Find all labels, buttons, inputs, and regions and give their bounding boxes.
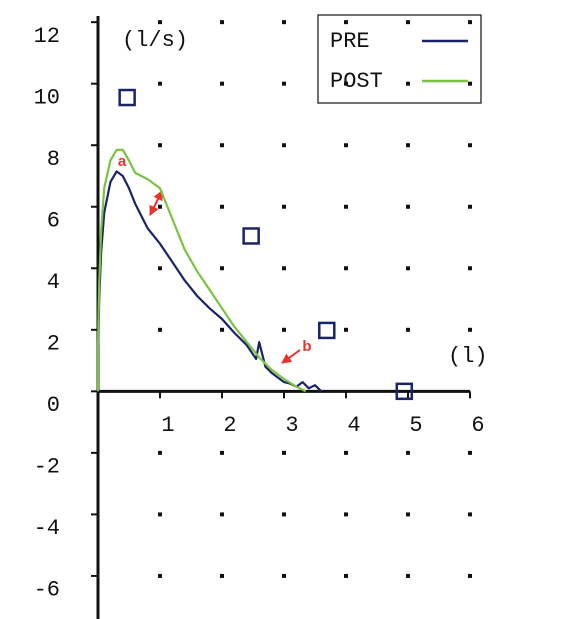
legend: PRE POST <box>317 14 482 104</box>
x-axis-label: (l) <box>448 344 488 369</box>
grid-dot <box>344 450 348 455</box>
grid-dot <box>344 81 348 86</box>
grid-dot <box>468 20 472 25</box>
grid-dot <box>158 450 162 455</box>
x-tick-label: 4 <box>347 413 360 438</box>
y-tick-label: 4 <box>47 270 60 295</box>
grid-dot <box>344 143 348 148</box>
y-axis-label: (l/s) <box>122 28 188 53</box>
grid-dot <box>468 327 472 332</box>
y-tick-label: -6 <box>34 578 60 603</box>
grid-dot <box>468 573 472 578</box>
grid-dot <box>468 512 472 517</box>
y-tick-label: -2 <box>34 455 60 480</box>
grid-dot <box>282 143 286 148</box>
grid-dot <box>158 204 162 209</box>
legend-label: POST <box>330 69 383 94</box>
grid-dot <box>344 327 348 332</box>
y-tick-label: 0 <box>47 393 60 418</box>
x-tick-label: 6 <box>471 413 484 438</box>
grid-dot <box>282 450 286 455</box>
grid-dot <box>406 327 410 332</box>
x-tick-label: 1 <box>161 413 174 438</box>
grid-dot <box>406 81 410 86</box>
x-tick-label: 2 <box>223 413 236 438</box>
grid-dot <box>158 327 162 332</box>
annotation: a <box>118 153 127 170</box>
grid-dot <box>406 266 410 271</box>
grid-dot <box>282 81 286 86</box>
y-tick-label: 2 <box>47 332 60 357</box>
annotation-arrow <box>149 190 163 216</box>
grid-dot <box>406 143 410 148</box>
y-tick-label: 10 <box>34 85 60 110</box>
predicted-marker <box>118 88 136 107</box>
grid-dot <box>220 512 224 517</box>
x-tick-label: 3 <box>285 413 298 438</box>
annotation: b <box>302 338 311 355</box>
grid-dot <box>282 573 286 578</box>
grid-dot <box>220 143 224 148</box>
legend-box <box>317 14 482 104</box>
grid-dot <box>220 20 224 25</box>
grid-dot <box>282 20 286 25</box>
grid-dot <box>282 204 286 209</box>
y-tick-label: 8 <box>47 147 60 172</box>
x-tick-label: 5 <box>409 413 422 438</box>
grid-dot <box>282 327 286 332</box>
grid-dot <box>406 20 410 25</box>
grid-dot <box>344 20 348 25</box>
grid-dot <box>220 573 224 578</box>
series-line <box>96 170 322 393</box>
grid-dot <box>158 20 162 25</box>
grid-dot <box>468 81 472 86</box>
grid-dot <box>220 450 224 455</box>
grid-dot <box>158 573 162 578</box>
grid-dot <box>406 450 410 455</box>
series-line <box>96 148 307 393</box>
grid-dot <box>468 450 472 455</box>
grid-dot <box>468 143 472 148</box>
annotation-arrow <box>281 349 301 364</box>
grid-dot <box>220 327 224 332</box>
grid-dot <box>468 266 472 271</box>
grid-dot <box>344 573 348 578</box>
predicted-marker <box>395 382 414 401</box>
grid-dot <box>158 81 162 86</box>
grid-dot <box>158 266 162 271</box>
grid-dot <box>344 204 348 209</box>
grid-dot <box>406 512 410 517</box>
grid-dot <box>158 512 162 517</box>
grid-dot <box>158 143 162 148</box>
y-tick-label: 6 <box>47 209 60 234</box>
grid-dot <box>220 204 224 209</box>
grid-dot <box>406 204 410 209</box>
grid-dot <box>468 204 472 209</box>
grid-dot <box>406 573 410 578</box>
grid-dot <box>344 266 348 271</box>
y-tick-label: -4 <box>34 516 60 541</box>
predicted-marker <box>318 321 336 340</box>
grid-dot <box>220 266 224 271</box>
y-tick-label: 12 <box>34 24 60 49</box>
predicted-marker <box>242 227 260 245</box>
grid-dot <box>282 512 286 517</box>
grid-dot <box>220 81 224 86</box>
grid-dot <box>344 512 348 517</box>
legend-label: PRE <box>330 29 370 54</box>
grid-dot <box>282 266 286 271</box>
